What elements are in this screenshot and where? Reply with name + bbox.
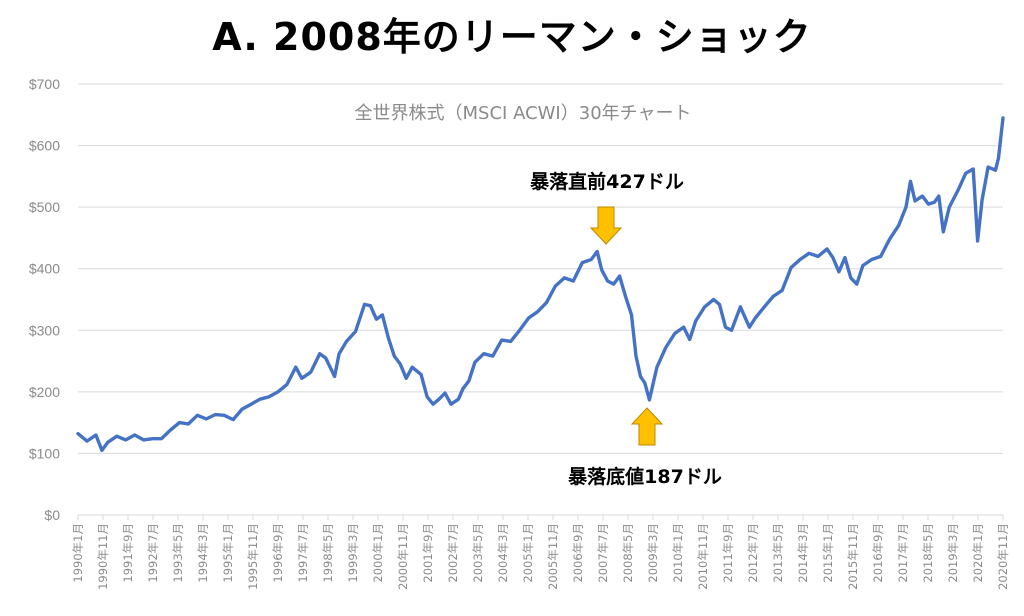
x-tick-label: 2003年5月 xyxy=(471,523,485,583)
x-tick-label: 2000年1月 xyxy=(371,523,385,583)
x-tick-label: 2017年7月 xyxy=(896,523,910,583)
y-tick-label: $600 xyxy=(29,138,60,154)
up-arrow-icon xyxy=(630,407,664,446)
x-tick-label: 2006年9月 xyxy=(571,523,585,583)
x-tick-label: 1995年1月 xyxy=(221,523,235,583)
x-tick-label: 1995年11月 xyxy=(246,523,260,590)
series-line xyxy=(76,116,1005,453)
x-tick-label: 2014年3月 xyxy=(796,523,810,583)
y-tick-label: $400 xyxy=(29,261,60,277)
x-tick-label: 1999年3月 xyxy=(346,523,360,583)
x-tick-label: 2015年1月 xyxy=(821,523,835,583)
x-tick-label: 2002年7月 xyxy=(446,523,460,583)
x-tick-label: 2010年11月 xyxy=(696,523,710,590)
x-axis-ticks: 1990年1月 1990年11月 1991年9月 1992年7月 1993年5月 1994… xyxy=(71,515,1010,590)
y-tick-label: $200 xyxy=(29,384,60,400)
gridlines xyxy=(78,83,1003,516)
x-tick-label: 1992年7月 xyxy=(146,523,160,583)
x-tick-label: 2005年1月 xyxy=(521,523,535,583)
chart-title: 全世界株式（MSCI ACWI）30年チャート xyxy=(355,103,692,124)
x-tick-label: 1994年3月 xyxy=(196,523,210,583)
x-tick-label: 1996年9月 xyxy=(271,523,285,583)
x-tick-label: 1990年11月 xyxy=(96,523,110,590)
x-tick-label: 2009年3月 xyxy=(646,523,660,583)
x-tick-label: 1991年9月 xyxy=(121,523,135,583)
x-tick-label: 2004年3月 xyxy=(496,523,510,583)
y-tick-label: $300 xyxy=(29,322,60,338)
x-tick-label: 1990年1月 xyxy=(71,523,85,583)
x-tick-label: 2019年3月 xyxy=(946,523,960,583)
x-tick-label: 2007年7月 xyxy=(596,523,610,583)
x-tick-label: 2020年11月 xyxy=(996,523,1010,590)
x-tick-label: 2015年11月 xyxy=(846,523,860,590)
down-arrow-icon xyxy=(589,206,623,245)
bottom-label: 暴落底値187ドル xyxy=(568,465,722,488)
x-tick-label: 2016年9月 xyxy=(871,523,885,583)
x-tick-label: 2001年9月 xyxy=(421,523,435,583)
bottom-annotation: 暴落底値187ドル xyxy=(568,407,722,488)
x-tick-label: 2008年5月 xyxy=(621,523,635,583)
x-tick-label: 2018年5月 xyxy=(921,523,935,583)
peak-annotation: 暴落直前427ドル xyxy=(530,170,684,245)
x-tick-label: 2000年11月 xyxy=(396,523,410,590)
y-tick-label: $0 xyxy=(44,507,60,523)
x-tick-label: 2005年11月 xyxy=(546,523,560,590)
y-tick-label: $100 xyxy=(29,445,60,461)
y-tick-label: $500 xyxy=(29,199,60,215)
y-axis-ticks: $0 $100 $200 $300 $400 $500 $600 $700 xyxy=(29,76,60,523)
x-tick-label: 1997年7月 xyxy=(296,523,310,583)
x-tick-label: 1998年5月 xyxy=(321,523,335,583)
y-tick-label: $700 xyxy=(29,76,60,92)
x-tick-label: 1993年5月 xyxy=(171,523,185,583)
x-tick-label: 2011年9月 xyxy=(721,523,735,583)
chart-heading: A. 2008年のリーマン・ショック xyxy=(212,15,812,59)
x-tick-label: 2013年5月 xyxy=(771,523,785,583)
x-tick-label: 2010年1月 xyxy=(671,523,685,583)
x-tick-label: 2012年7月 xyxy=(746,523,760,583)
peak-label: 暴落直前427ドル xyxy=(530,170,684,193)
x-tick-label: 2020年1月 xyxy=(971,523,985,583)
